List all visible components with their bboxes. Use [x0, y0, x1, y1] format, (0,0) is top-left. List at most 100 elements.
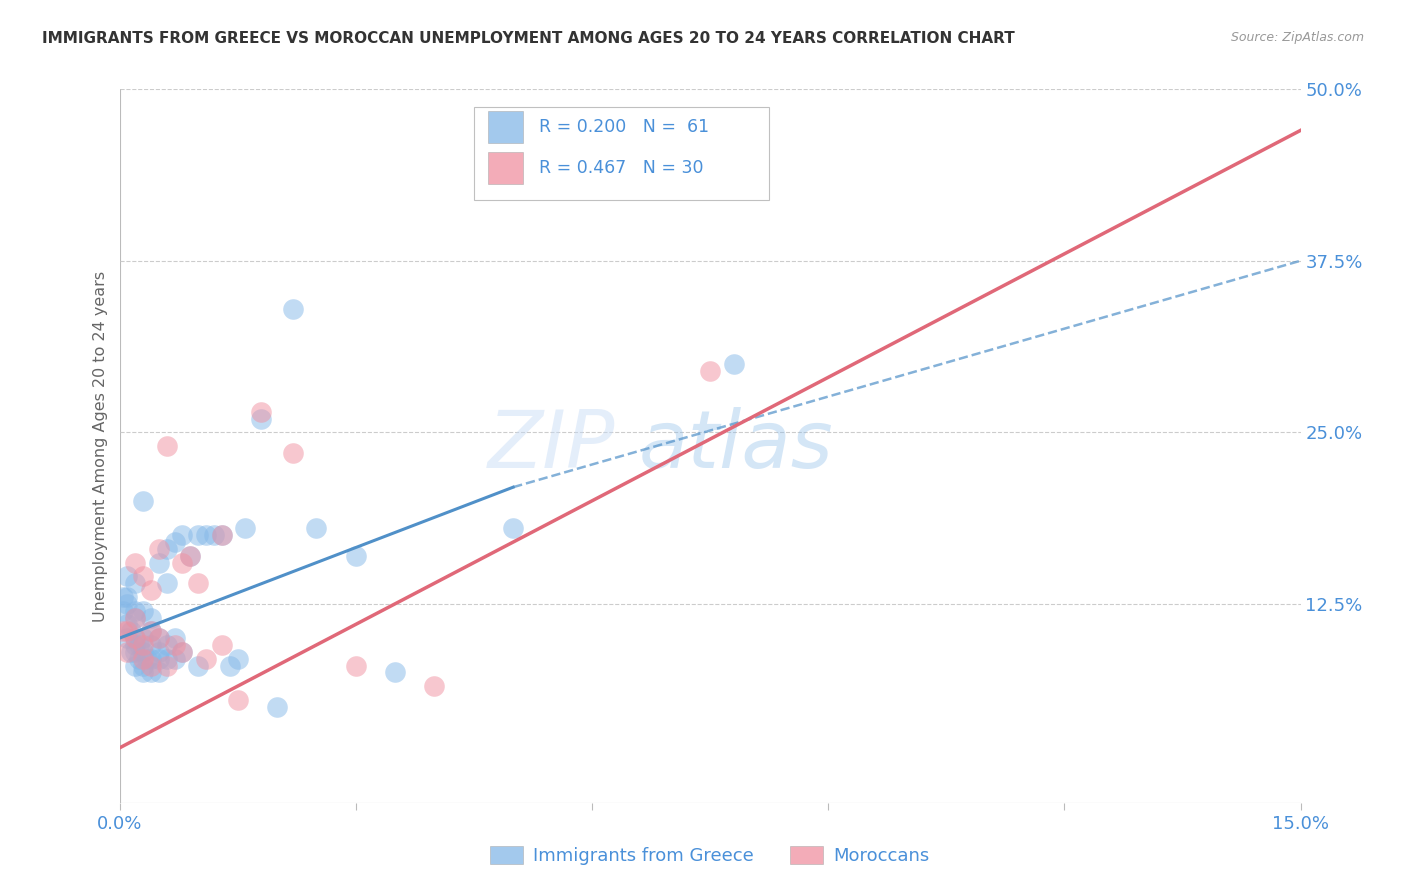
Point	[305, 521, 328, 535]
Point	[281, 446, 304, 460]
Point	[117, 624, 139, 639]
Point	[156, 651, 179, 665]
Point	[344, 658, 367, 673]
Point	[699, 363, 721, 377]
Point	[117, 631, 139, 645]
Point	[139, 624, 162, 639]
Point	[132, 604, 155, 618]
Point	[163, 638, 186, 652]
Bar	[488, 111, 523, 143]
Point	[117, 569, 139, 583]
Point	[139, 583, 162, 598]
Point	[179, 549, 201, 563]
Text: IMMIGRANTS FROM GREECE VS MOROCCAN UNEMPLOYMENT AMONG AGES 20 TO 24 YEARS CORREL: IMMIGRANTS FROM GREECE VS MOROCCAN UNEMP…	[42, 31, 1015, 46]
Point	[148, 645, 170, 659]
Point	[148, 556, 170, 570]
Point	[384, 665, 406, 680]
Point	[148, 541, 170, 556]
Point	[117, 590, 139, 604]
Text: R = 0.467   N = 30: R = 0.467 N = 30	[538, 159, 703, 177]
Point	[187, 528, 209, 542]
Point	[148, 631, 170, 645]
Point	[139, 610, 162, 624]
Point	[132, 494, 155, 508]
Point	[132, 638, 155, 652]
Point	[124, 604, 146, 618]
Point	[211, 528, 233, 542]
Point	[139, 624, 162, 639]
Point	[250, 405, 273, 419]
Point	[202, 528, 225, 542]
Text: ZIP: ZIP	[488, 407, 616, 485]
Point	[195, 651, 218, 665]
Point	[139, 638, 162, 652]
Point	[112, 624, 135, 639]
Point	[132, 569, 155, 583]
Bar	[474, 107, 769, 200]
Y-axis label: Unemployment Among Ages 20 to 24 years: Unemployment Among Ages 20 to 24 years	[93, 270, 108, 622]
Point	[172, 556, 194, 570]
Point	[148, 665, 170, 680]
Point	[156, 541, 179, 556]
Point	[163, 651, 186, 665]
Point	[124, 556, 146, 570]
Point	[723, 357, 745, 371]
Point	[226, 693, 249, 707]
Point	[172, 645, 194, 659]
Point	[124, 610, 146, 624]
Point	[112, 590, 135, 604]
Point	[124, 576, 146, 591]
Point	[132, 651, 155, 665]
Point	[211, 528, 233, 542]
Point	[112, 604, 135, 618]
Point	[132, 658, 155, 673]
Text: Source: ZipAtlas.com: Source: ZipAtlas.com	[1230, 31, 1364, 45]
Point	[124, 631, 146, 645]
Text: atlas: atlas	[640, 407, 834, 485]
Point	[187, 658, 209, 673]
Point	[281, 301, 304, 316]
Point	[156, 576, 179, 591]
Point	[156, 439, 179, 453]
Point	[128, 651, 150, 665]
Point	[148, 651, 170, 665]
Point	[124, 631, 146, 645]
Point	[128, 638, 150, 652]
Point	[120, 624, 142, 639]
Point	[218, 658, 240, 673]
Legend: Immigrants from Greece, Moroccans: Immigrants from Greece, Moroccans	[482, 838, 938, 872]
Point	[423, 679, 446, 693]
Point	[120, 645, 142, 659]
Point	[250, 411, 273, 425]
Point	[172, 645, 194, 659]
Point	[132, 645, 155, 659]
Point	[226, 651, 249, 665]
Point	[163, 631, 186, 645]
Point	[117, 617, 139, 632]
Point	[502, 521, 524, 535]
Point	[156, 638, 179, 652]
Point	[148, 631, 170, 645]
Point	[136, 651, 159, 665]
Point	[117, 645, 139, 659]
Point	[124, 658, 146, 673]
Bar	[488, 152, 523, 184]
Point	[235, 521, 257, 535]
Point	[266, 699, 288, 714]
Point	[124, 638, 146, 652]
Point	[211, 638, 233, 652]
Point	[195, 528, 218, 542]
Point	[124, 645, 146, 659]
Point	[132, 665, 155, 680]
Point	[172, 528, 194, 542]
Point	[139, 651, 162, 665]
Point	[139, 658, 162, 673]
Point	[132, 631, 155, 645]
Point	[344, 549, 367, 563]
Point	[163, 535, 186, 549]
Text: R = 0.200   N =  61: R = 0.200 N = 61	[538, 118, 709, 136]
Point	[117, 597, 139, 611]
Point	[124, 610, 146, 624]
Point	[187, 576, 209, 591]
Point	[156, 658, 179, 673]
